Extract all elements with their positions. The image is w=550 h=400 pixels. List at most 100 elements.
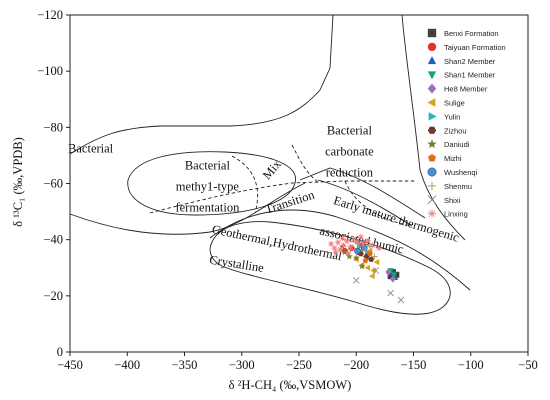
legend-item: Shan2 Member <box>427 56 496 66</box>
data-point <box>358 262 366 270</box>
data-point <box>372 267 380 274</box>
genetic-field-boundaries <box>69 14 471 315</box>
geothermal-crystalline-ellipse <box>209 221 451 315</box>
legend-marker <box>427 71 437 80</box>
data-point <box>345 252 353 260</box>
data-point <box>340 242 347 249</box>
data-points <box>328 233 405 304</box>
legend-label: Benxi Formation <box>444 29 499 38</box>
data-point <box>369 242 376 249</box>
thermogenic-crystalline-lower-boundary <box>209 209 471 291</box>
series-mizhi <box>362 250 373 264</box>
legend-label: Shixi <box>444 196 461 205</box>
legend-label: Daniudi <box>444 140 470 149</box>
data-point <box>354 239 361 246</box>
legend-item: Daniudi <box>427 139 470 149</box>
data-point <box>387 289 394 297</box>
x-tick-label: −200 <box>343 358 369 372</box>
legend-item: Shan1 Member <box>427 71 496 80</box>
y-tick-label: −20 <box>43 289 63 303</box>
legend-label: Mizhi <box>444 154 462 163</box>
legend-label: He8 Member <box>444 85 488 94</box>
data-point <box>350 236 357 243</box>
transition-dashed <box>149 180 415 214</box>
legend-marker <box>428 112 437 121</box>
field-label: fermentation <box>175 201 240 215</box>
data-point <box>334 239 341 246</box>
data-point <box>362 257 369 264</box>
legend-item: Shixi <box>427 195 461 205</box>
legend-marker <box>427 98 436 107</box>
data-point <box>387 273 394 280</box>
fermentation-ellipse <box>127 151 296 216</box>
mix-left-dashed <box>231 155 259 214</box>
field-label: Bacterial <box>185 158 231 172</box>
data-point <box>360 244 368 252</box>
mix-right-dashed <box>291 144 319 183</box>
legend-label: Sulige <box>444 99 465 108</box>
thermogenic-upper-boundary <box>299 167 426 219</box>
legend-label: Yulin <box>444 112 460 121</box>
y-tick-label: −80 <box>43 120 63 134</box>
data-point <box>331 245 338 252</box>
data-point <box>352 277 360 284</box>
legend-label: Zizhou <box>444 126 467 135</box>
bacterial-field-boundary <box>69 14 334 155</box>
y-tick-label: 0 <box>57 345 63 359</box>
legend-marker <box>427 139 437 149</box>
x-axis-label: δ ²H-CH₄ (‰,VSMOW) <box>229 378 352 392</box>
data-point <box>368 256 375 262</box>
field-labels: Bacterial Bacterial methy1-type fermentatio… <box>68 123 461 275</box>
data-point <box>352 254 360 261</box>
legend-label: Shenmu <box>444 182 472 191</box>
data-point <box>364 264 371 271</box>
legend-marker <box>427 42 437 52</box>
legend: Benxi Formation Taiyuan Formation Shan2 Me… <box>427 28 506 219</box>
legend-item: Mizhi <box>428 153 462 163</box>
legend-marker <box>428 153 436 162</box>
data-point <box>368 273 375 280</box>
data-point <box>393 271 400 278</box>
data-point <box>370 267 376 274</box>
legend-marker <box>427 167 437 177</box>
data-point <box>389 275 396 283</box>
series-he8-member <box>385 268 396 283</box>
x-tick-label: −400 <box>114 358 140 372</box>
y-tick-label: −60 <box>43 177 63 191</box>
data-point <box>354 247 361 255</box>
x-tick-label: −350 <box>172 358 198 372</box>
carbonate-split-dashed <box>344 180 413 227</box>
field-label: Mix <box>260 157 285 183</box>
data-point <box>357 233 364 240</box>
data-point <box>371 253 378 260</box>
legend-label: Shan1 Member <box>444 71 496 80</box>
axis-ticks: −450 −400 −350 −300 −250 −200 −150 −100 −50 0 −20 −… <box>37 8 538 372</box>
field-label: reduction <box>326 165 374 179</box>
legend-marker <box>427 195 437 205</box>
data-point <box>328 240 335 247</box>
data-point <box>385 268 392 276</box>
bacterial-lower-boundary <box>69 182 306 235</box>
data-point <box>397 296 405 304</box>
carbonate-reduction-lower <box>317 179 413 227</box>
field-label: Bacterial <box>327 123 373 137</box>
data-point <box>337 246 344 253</box>
legend-item: Linxing <box>427 209 468 219</box>
data-point <box>376 245 383 252</box>
legend-marker <box>427 56 437 65</box>
data-point <box>341 248 349 256</box>
data-point <box>364 238 371 245</box>
legend-marker <box>427 209 437 218</box>
x-tick-label: −300 <box>229 358 255 372</box>
y-axis-label: δ ¹³C₁ (‰,VPDB) <box>11 137 25 227</box>
data-point <box>391 272 398 279</box>
series-shixi <box>352 267 405 304</box>
data-point <box>332 249 339 256</box>
field-label: Bacterial <box>68 142 114 156</box>
field-label: methy1-type <box>176 180 240 194</box>
legend-marker <box>427 181 437 191</box>
legend-label: Linxing <box>444 210 468 219</box>
legend-item: Sulige <box>427 98 465 108</box>
x-tick-label: −250 <box>286 358 312 372</box>
